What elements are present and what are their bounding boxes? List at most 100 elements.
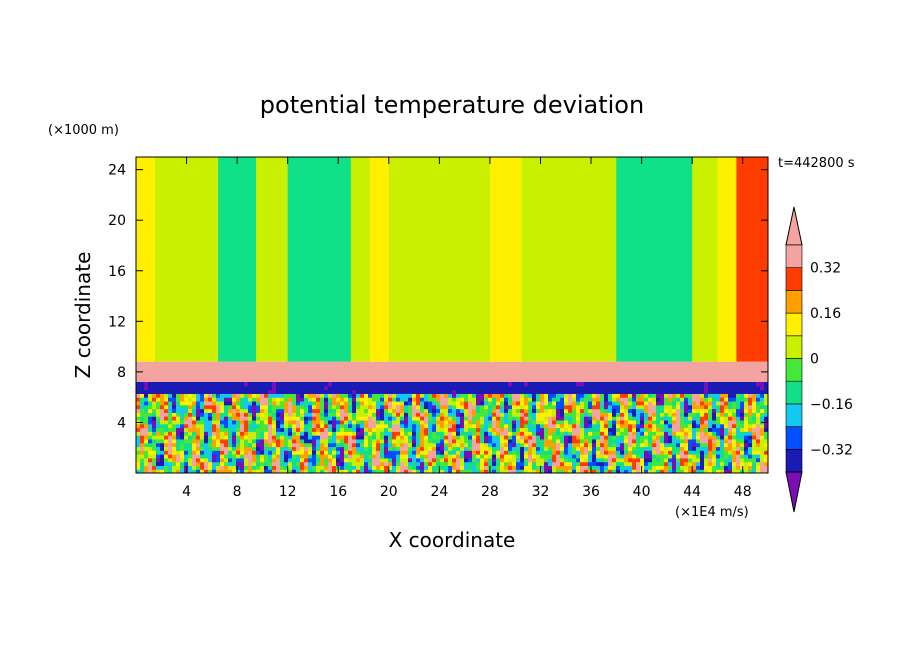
field-cell (180, 427, 185, 432)
field-cell (620, 412, 625, 417)
field-cell (492, 389, 497, 394)
field-cell (568, 400, 573, 406)
field-cell (160, 385, 165, 391)
field-cell (504, 431, 509, 436)
field-cell (152, 408, 157, 413)
field-cell (516, 404, 521, 410)
field-cell (616, 408, 621, 413)
field-cell (504, 397, 509, 402)
field-cell (328, 423, 333, 429)
field-cell (756, 381, 761, 387)
field-cell (676, 404, 681, 410)
field-cell (280, 423, 285, 429)
field-cell (628, 469, 633, 473)
field-cell (144, 431, 149, 436)
field-cell (296, 408, 301, 413)
field-cell (352, 423, 357, 429)
field-cell (612, 438, 617, 444)
field-cell (544, 400, 549, 406)
field-cell (704, 454, 709, 459)
field-cell (432, 457, 437, 463)
field-cell (712, 393, 717, 398)
field-cell (232, 435, 237, 440)
field-cell (636, 446, 641, 451)
field-cell (288, 461, 293, 467)
field-cell (464, 446, 469, 451)
field-cell (464, 461, 469, 467)
field-cell (720, 438, 725, 444)
field-cell (208, 465, 213, 470)
field-cell (248, 408, 253, 413)
field-cell (564, 400, 569, 406)
field-cell (508, 381, 513, 387)
field-cell (756, 400, 761, 406)
field-cell (624, 450, 629, 455)
field-cell (476, 400, 481, 406)
field-cell (304, 427, 309, 432)
field-cell (324, 431, 329, 436)
field-cell (476, 450, 481, 455)
field-cell (644, 404, 649, 410)
field-cell (476, 416, 481, 421)
field-cell (292, 442, 297, 448)
field-cell (696, 404, 701, 410)
field-cell (280, 416, 285, 421)
field-cell (484, 435, 489, 440)
field-cell (372, 450, 377, 455)
field-cell (384, 461, 389, 467)
field-cell (264, 416, 269, 421)
field-cell (228, 446, 233, 451)
field-cell (432, 431, 437, 436)
field-cell (544, 419, 549, 425)
field-cell (172, 431, 177, 436)
field-cell (188, 389, 193, 394)
field-cell (696, 381, 701, 387)
field-cell (164, 423, 169, 429)
field-cell (160, 461, 165, 467)
field-cell (404, 389, 409, 394)
field-cell (424, 389, 429, 394)
field-cell (764, 461, 768, 467)
field-cell (268, 431, 273, 436)
field-cell (364, 435, 369, 440)
field-cell (740, 389, 745, 394)
field-cell (656, 438, 661, 444)
field-cell (696, 435, 701, 440)
field-cell (348, 427, 353, 432)
field-cell (516, 389, 521, 394)
field-cell (516, 427, 521, 432)
field-cell (304, 469, 309, 473)
field-cell (228, 400, 233, 406)
field-cell (412, 431, 417, 436)
field-cell (600, 404, 605, 410)
field-cell (728, 469, 733, 473)
field-cell (496, 461, 501, 467)
field-cell (360, 416, 365, 421)
field-cell (356, 381, 361, 387)
field-cell (452, 431, 457, 436)
field-cell (508, 465, 513, 470)
field-cell (208, 404, 213, 410)
field-cell (260, 431, 265, 436)
field-cell (540, 454, 545, 459)
field-cell (516, 419, 521, 425)
field-cell (568, 385, 573, 391)
field-cell (672, 416, 677, 421)
field-cell (724, 469, 729, 473)
field-cell (584, 397, 589, 402)
field-cell (392, 446, 397, 451)
field-cell (560, 381, 565, 387)
field-cell (256, 446, 261, 451)
field-cell (336, 393, 341, 398)
field-cell (624, 397, 629, 402)
field-cell (424, 461, 429, 467)
field-cell (532, 416, 537, 421)
field-cell (532, 412, 537, 417)
field-cell (368, 442, 373, 448)
field-cell (716, 465, 721, 470)
field-cell (660, 457, 665, 463)
field-cell (328, 393, 333, 398)
field-cell (676, 457, 681, 463)
field-cell (620, 397, 625, 402)
field-cell (400, 381, 405, 387)
